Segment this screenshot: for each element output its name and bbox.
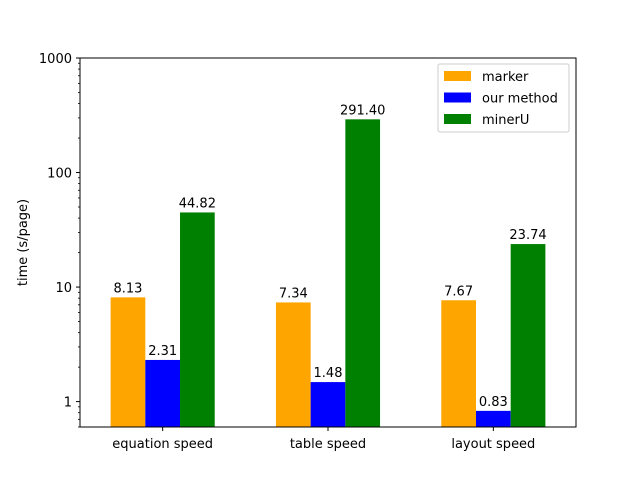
y-tick-label: 1000 [39, 52, 72, 67]
data-label: 291.40 [340, 103, 386, 118]
plot-area: 8.13 7.34 7.67 2.31 1.48 0.83 44.82 291.40 23.74… [16, 52, 577, 452]
data-label: 8.13 [113, 281, 142, 296]
bar-marker-2 [441, 300, 476, 427]
data-label: 23.74 [509, 228, 546, 243]
legend-label: our method [482, 92, 558, 107]
bar-our-method-0 [145, 359, 181, 427]
x-tick-label: layout speed [451, 437, 535, 452]
bar-our-method-2 [475, 410, 511, 427]
y-tick-label: 10 [55, 281, 72, 296]
data-label: 7.34 [279, 286, 308, 301]
y-tick-label: 100 [47, 167, 72, 182]
data-label: 2.31 [148, 344, 177, 359]
data-label: 44.82 [179, 196, 216, 211]
bar-marker-0 [110, 297, 146, 427]
bar-our-method-1 [310, 382, 346, 427]
legend-swatch-our-method [444, 92, 471, 103]
legend-label: minerU [482, 113, 529, 128]
x-tick-label: equation speed [112, 437, 213, 452]
legend-swatch-marker [444, 71, 471, 81]
bar-mineru-1 [345, 119, 381, 427]
bar-mineru-2 [510, 244, 546, 427]
data-label: 7.67 [444, 284, 473, 299]
y-tick-label: 1 [64, 396, 72, 411]
legend-label: marker [482, 70, 529, 85]
bar-marker-1 [275, 302, 311, 427]
data-label: 1.48 [314, 366, 343, 381]
x-tick-label: table speed [290, 437, 366, 452]
data-label: 0.83 [479, 395, 508, 410]
bar-mineru-0 [180, 212, 215, 427]
y-axis-label: time (s/page) [16, 199, 31, 286]
legend-swatch-mineru [444, 114, 471, 124]
